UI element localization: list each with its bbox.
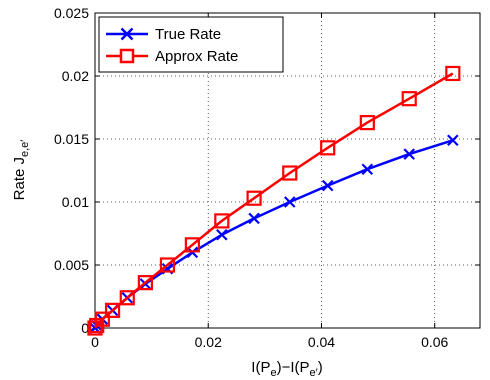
legend-item-approx-rate: Approx Rate	[106, 48, 238, 65]
data-point-true-rate	[216, 228, 228, 241]
ticks-layer: 0 0.02 0.04 0.06 0 0.005 0.01 0.015 0.02 0.025	[54, 5, 480, 350]
y-tick-label: 0	[81, 320, 89, 336]
legend: True Rate Approx Rate	[98, 16, 284, 73]
data-point-approx-rate	[104, 302, 121, 318]
legend-label-approx-rate: Approx Rate	[155, 48, 238, 65]
x-tick-label: 0.02	[195, 334, 222, 350]
legend-label-true-rate: True Rate	[155, 26, 221, 43]
data-point-true-rate	[361, 163, 374, 176]
data-point-true-rate	[283, 196, 296, 208]
x-tick-label: 0.06	[421, 334, 448, 350]
data-point-approx-rate	[320, 140, 336, 156]
data-point-true-rate	[321, 179, 334, 192]
legend-item-true-rate: True Rate	[106, 26, 221, 43]
y-tick-label: 0.005	[54, 257, 89, 273]
plot-area-frame	[94, 12, 481, 329]
data-point-approx-rate	[445, 65, 461, 82]
data-point-approx-rate	[159, 257, 176, 273]
data-point-approx-rate	[282, 165, 298, 181]
y-tick-label: 0.02	[62, 68, 89, 84]
data-point-approx-rate	[119, 290, 135, 306]
data-point-approx-rate	[246, 190, 262, 206]
legend-marker-square-icon	[119, 48, 135, 64]
y-tick-label: 0.01	[62, 194, 89, 210]
data-point-true-rate	[403, 148, 416, 160]
x-tick-label: 0	[91, 334, 99, 350]
data-point-approx-rate	[401, 91, 417, 107]
data-point-approx-rate	[359, 115, 375, 131]
legend-marker-x-icon	[120, 27, 134, 41]
x-axis-label: I(Pe)−I(Pe′)	[251, 359, 322, 379]
data-point-approx-rate	[137, 275, 153, 291]
y-tick-label: 0.025	[54, 5, 89, 21]
series-layer	[87, 65, 461, 336]
data-point-true-rate	[447, 134, 459, 147]
y-tick-label: 0.015	[54, 131, 89, 147]
y-axis-label: Rate Je,e′	[11, 140, 31, 201]
data-point-approx-rate	[184, 237, 200, 253]
x-tick-label: 0.04	[308, 334, 335, 350]
data-point-approx-rate	[94, 311, 110, 327]
data-point-approx-rate	[214, 213, 230, 229]
data-point-true-rate	[248, 212, 260, 225]
series-line-true-rate	[93, 139, 454, 329]
